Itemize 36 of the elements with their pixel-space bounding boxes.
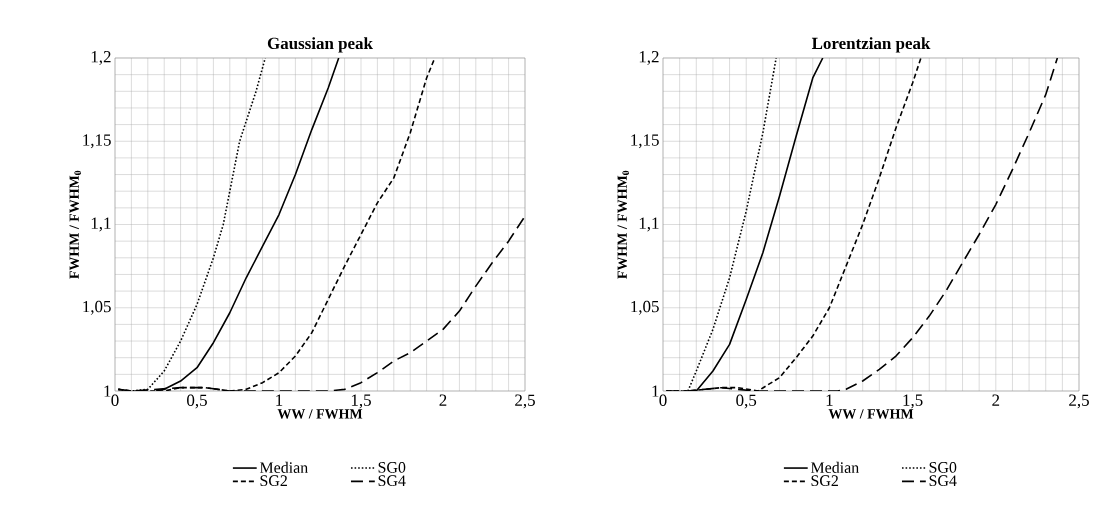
x-tick-label: 2: [439, 394, 447, 406]
x-tick-label: 0: [111, 394, 119, 406]
x-tick-label: 2: [992, 394, 1000, 406]
y-tick-label: 1,05: [83, 300, 111, 315]
x-axis-title: WW / FWHM: [828, 409, 914, 419]
legend-label: Median: [810, 461, 859, 473]
legend-label: SG4: [378, 475, 406, 487]
y-tick-label: 1,05: [631, 300, 659, 315]
x-axis-title: WW / FWHM: [277, 409, 363, 419]
legend-label: Median: [259, 461, 308, 473]
legend-label: SG2: [260, 475, 287, 487]
x-tick-label: 2,5: [515, 394, 535, 409]
x-tick-label: 0,5: [187, 394, 207, 409]
legend-label: SG0: [378, 462, 406, 473]
x-tick-label: 1: [276, 394, 283, 406]
y-axis-title: FWHM / FWHM$_{0}$: [617, 170, 630, 279]
y-tick-label: 1,2: [91, 51, 111, 65]
chart-title: Gaussian peak: [267, 37, 373, 53]
chart-title: Lorentzian peak: [811, 37, 931, 53]
y-tick-label: 1: [652, 385, 659, 397]
x-tick-label: 0,5: [736, 394, 757, 409]
y-tick-label: 1: [104, 385, 111, 397]
x-tick-label: 1,5: [903, 394, 923, 409]
x-tick-label: 1: [826, 394, 833, 406]
x-tick-label: 1,5: [351, 394, 371, 409]
y-tick-label: 1,15: [631, 134, 659, 149]
legend-label: SG4: [929, 475, 957, 487]
y-tick-label: 1,15: [83, 134, 111, 149]
x-tick-label: 2,5: [1069, 394, 1089, 409]
y-tick-label: 1,1: [91, 217, 111, 232]
legend-label: SG2: [811, 475, 838, 487]
x-tick-label: 0: [659, 394, 667, 406]
y-tick-label: 1,1: [639, 217, 659, 232]
legend-label: SG0: [929, 462, 957, 473]
y-axis-title: FWHM / FWHM$_{0}$: [69, 170, 81, 279]
y-tick-label: 1,2: [639, 51, 659, 65]
